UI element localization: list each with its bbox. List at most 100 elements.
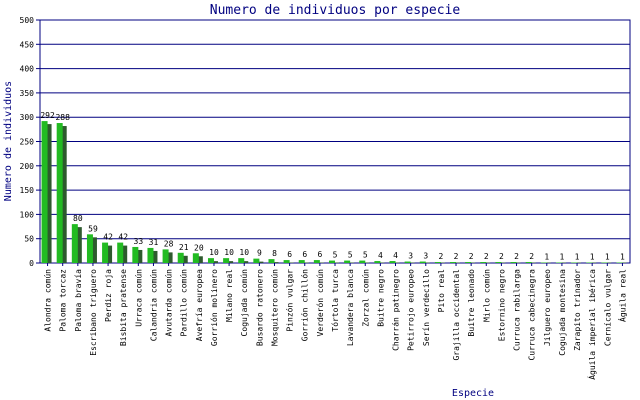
- value-label: 5: [348, 251, 353, 260]
- value-label: 20: [194, 243, 204, 252]
- category-label: Gorrión chillón: [300, 269, 310, 341]
- bar: [374, 261, 381, 263]
- bar-shadow: [393, 262, 400, 263]
- gridlines: [40, 43, 630, 240]
- bar-shadow: [287, 262, 294, 263]
- y-tick-label: 250: [20, 138, 35, 147]
- bar: [132, 246, 139, 263]
- value-label: 1: [544, 253, 549, 262]
- bar-shadow: [499, 262, 506, 263]
- bar-shadow: [272, 262, 279, 263]
- bar: [359, 260, 366, 263]
- bar: [253, 258, 260, 263]
- category-label: Estornino negro: [497, 269, 506, 341]
- bar: [41, 121, 48, 263]
- category-label: Urraca común: [134, 269, 143, 327]
- category-label: Pardillo común: [180, 269, 189, 337]
- bar: [147, 247, 154, 263]
- bar: [223, 258, 230, 263]
- bar-shadow: [60, 126, 67, 263]
- value-label: 21: [179, 243, 189, 252]
- value-label: 1: [605, 253, 610, 262]
- category-label: Gorrión molinero: [209, 269, 219, 346]
- bar-shadow: [242, 261, 249, 263]
- category-label: Calandria común: [149, 269, 158, 341]
- category-label: Jilguero europeo: [543, 269, 552, 346]
- value-label: 4: [393, 251, 398, 260]
- value-label: 80: [73, 214, 83, 223]
- bars: [41, 121, 627, 264]
- bar-shadow: [45, 124, 52, 263]
- value-label: 292: [40, 111, 55, 120]
- y-tick-label: 200: [20, 162, 35, 171]
- bar-shadow: [317, 262, 324, 263]
- y-tick-label: 450: [20, 40, 35, 49]
- bar: [586, 262, 593, 264]
- bar: [117, 242, 124, 263]
- value-label: 2: [514, 252, 519, 261]
- bar: [450, 262, 457, 263]
- category-label: Paloma torcaz: [59, 269, 68, 332]
- value-label: 42: [118, 233, 128, 242]
- bar-shadow: [181, 255, 188, 263]
- bar: [419, 261, 426, 263]
- category-label: Lavandera blanca: [346, 269, 355, 346]
- value-label: 10: [239, 248, 249, 257]
- bar-shadow: [333, 262, 339, 263]
- bar-shadow: [620, 262, 627, 263]
- bar-shadow: [378, 262, 385, 263]
- value-label: 31: [149, 238, 159, 247]
- bar: [192, 253, 199, 263]
- category-label: Curruca cabecinegra: [528, 269, 537, 361]
- bar: [329, 260, 335, 263]
- value-label: 6: [302, 250, 307, 259]
- bar: [404, 261, 411, 263]
- bar: [616, 262, 623, 264]
- bar-shadow: [348, 262, 355, 263]
- bar: [313, 260, 320, 263]
- category-label: Grajilla occidental: [452, 269, 461, 361]
- category-label: Paloma bravía: [74, 269, 83, 332]
- category-label: Zorzal común: [361, 269, 370, 327]
- value-label: 6: [287, 250, 292, 259]
- y-tick-label: 150: [20, 186, 35, 195]
- y-tick-label: 350: [20, 89, 35, 98]
- category-label: Pinzón vulgar: [285, 269, 295, 332]
- category-label: Milano real: [225, 269, 234, 322]
- bar: [238, 258, 245, 263]
- bar-shadow: [121, 245, 128, 263]
- category-label: Buitre negro: [376, 269, 385, 327]
- category-label: Perdiz roja: [104, 269, 113, 322]
- bar: [389, 261, 396, 263]
- bar-shadow: [544, 262, 551, 263]
- bar-shadow: [196, 256, 203, 263]
- bar-shadow: [211, 261, 218, 263]
- bar-shadow: [106, 245, 113, 263]
- value-label: 4: [378, 251, 383, 260]
- category-label: Charrán patinegro: [392, 269, 401, 351]
- value-label: 10: [224, 248, 234, 257]
- chart-title: Numero de individuos por especie: [210, 3, 461, 18]
- category-label: Verderón común: [315, 269, 325, 337]
- value-label: 10: [209, 248, 219, 257]
- value-label: 2: [469, 252, 474, 261]
- y-tick-label: 0: [29, 259, 34, 268]
- bar: [540, 262, 547, 264]
- bar-shadow: [575, 262, 582, 263]
- value-label: 2: [454, 252, 459, 261]
- category-label: Escribano triguero: [89, 269, 98, 356]
- category-label: Mosquitero común: [270, 269, 279, 346]
- category-label: Alondra común: [44, 269, 53, 332]
- category-label: Pito real: [437, 269, 446, 313]
- value-label: 288: [55, 113, 70, 122]
- y-tick-label: 400: [20, 65, 35, 74]
- bar-shadow: [590, 262, 597, 263]
- value-label: 3: [423, 252, 428, 261]
- value-label: 1: [560, 253, 565, 262]
- bar: [601, 262, 608, 264]
- value-label: 8: [272, 249, 277, 258]
- bar-shadow: [257, 261, 264, 263]
- value-label: 9: [257, 249, 262, 258]
- category-labels: Alondra común Paloma torcaz Paloma bravía E…: [44, 263, 627, 380]
